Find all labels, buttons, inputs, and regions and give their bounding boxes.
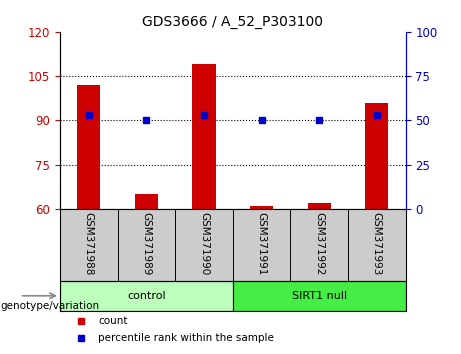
Text: GSM371989: GSM371989 [142, 212, 151, 276]
Title: GDS3666 / A_52_P303100: GDS3666 / A_52_P303100 [142, 16, 323, 29]
Text: count: count [98, 316, 127, 326]
Bar [135, 194, 158, 209]
Text: percentile rank within the sample: percentile rank within the sample [98, 333, 274, 343]
Text: GSM371993: GSM371993 [372, 212, 382, 276]
Text: GSM371992: GSM371992 [314, 212, 324, 276]
Bar [365, 103, 388, 209]
Bar [193, 64, 216, 209]
Text: GSM371988: GSM371988 [84, 212, 94, 276]
Text: control: control [127, 291, 165, 301]
Bar [250, 206, 273, 209]
Bar [308, 203, 331, 209]
Bar [233, 281, 406, 311]
Text: genotype/variation: genotype/variation [0, 301, 99, 311]
Text: SIRT1 null: SIRT1 null [292, 291, 347, 301]
Text: GSM371990: GSM371990 [199, 212, 209, 275]
Bar [77, 85, 100, 209]
Text: GSM371991: GSM371991 [257, 212, 266, 276]
Bar [60, 281, 233, 311]
